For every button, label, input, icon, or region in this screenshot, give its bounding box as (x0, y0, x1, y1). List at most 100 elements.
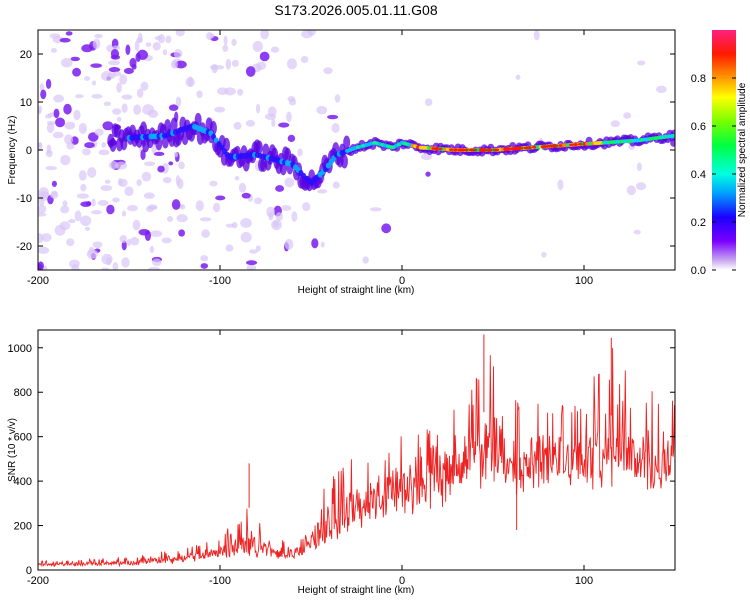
spectrogram-noise-blob (424, 98, 433, 106)
spectrogram-noise-blob (52, 131, 64, 139)
spectrogram-ridge-peak (577, 142, 583, 146)
spectrogram-noise-blob (636, 162, 642, 172)
spectrogram-noise-blob (278, 122, 290, 128)
spectrogram-noise-blob (147, 109, 159, 118)
spectrogram-noise-blob (200, 263, 209, 269)
spectrogram-noise-blob (43, 265, 48, 270)
spectrogram-noise-blob (166, 215, 174, 223)
snr-y-label: SNR (10 * v/v) (7, 418, 18, 482)
colorbar-gradient (712, 30, 736, 270)
spectrogram-noise-blob (98, 149, 110, 156)
spectrogram-ridge-peak (494, 148, 500, 152)
spectrogram-noise-blob (126, 238, 132, 247)
spectrogram-y-tick-label: 0 (26, 145, 32, 157)
snr-x-tick-label: -100 (209, 575, 231, 587)
spectrogram-noise-blob (145, 42, 152, 47)
spectrogram-noise-blob (90, 63, 103, 68)
spectrogram-ridge-peak (503, 147, 508, 151)
spectrogram-noise-blob (240, 218, 252, 228)
spectrogram-noise-blob (178, 161, 185, 170)
spectrogram-noise-blob (291, 211, 298, 222)
spectrogram-noise-blob (240, 231, 252, 243)
spectrogram-noise-blob (199, 217, 212, 222)
spectrogram-noise-blob (254, 197, 262, 205)
spectrogram-noise-blob (140, 149, 146, 161)
spectrogram-noise-blob (237, 88, 244, 96)
spectrogram-noise-blob (101, 253, 113, 265)
spectrogram-noise-blob (170, 60, 179, 69)
spectrogram-ridge-peak (573, 143, 578, 146)
spectrogram-noise-blob (260, 30, 270, 40)
spectrogram-noise-blob (215, 195, 226, 201)
spectrogram-noise-blob (112, 262, 119, 270)
spectrogram-noise-blob (91, 94, 103, 99)
spectrogram-noise-blob (66, 238, 75, 247)
spectrogram-ridge-peak (527, 146, 532, 149)
spectrogram-noise-blob (110, 49, 120, 59)
spectrogram-noise-blob (541, 251, 547, 258)
spectrogram-y-tick-label: -20 (16, 241, 32, 253)
spectrogram-ridge-peak (448, 148, 454, 152)
spectrogram-noise-blob (38, 204, 47, 214)
spectrogram-x-tick-label: 100 (575, 275, 593, 287)
spectrogram-noise-blob (231, 38, 237, 46)
spectrogram-noise-blob (141, 171, 152, 182)
spectrogram-noise-blob (112, 108, 122, 115)
spectrogram-noise-blob (245, 66, 256, 77)
spectrogram-noise-blob (74, 94, 84, 99)
spectrogram-noise-blob (60, 154, 71, 166)
spectrogram-noise-blob (144, 230, 152, 242)
spectrogram-ridge-halo (155, 136, 163, 151)
spectrogram-ridge-peak (464, 148, 469, 152)
spectrogram-noise-blob (331, 123, 340, 133)
spectrogram-noise-blob (45, 150, 53, 158)
spectrogram-noise-blob (134, 40, 140, 52)
spectrogram-noise-blob (300, 55, 309, 64)
colorbar-label: Normalized spectral amplitude (737, 82, 748, 217)
spectrogram-noise-blob (245, 120, 256, 127)
spectrogram-noise-blob (266, 206, 276, 218)
spectrogram-noise-blob (515, 74, 521, 80)
spectrogram-noise-blob (84, 142, 95, 149)
snr-frame (37, 329, 676, 571)
spectrogram-noise-blob (64, 121, 76, 130)
spectrogram-noise-blob (175, 175, 181, 186)
spectrogram-noise-blob (362, 256, 369, 264)
spectrogram-noise-blob (80, 215, 92, 226)
snr-notable-peaks (248, 334, 612, 530)
spectrogram-x-ticks: -200 -100 0 100 (27, 30, 593, 287)
figure-title: S173.2026.005.01.11.G08 (274, 2, 437, 18)
spectrogram-noise-blob (157, 165, 165, 173)
spectrogram-noise-blob (297, 148, 303, 157)
spectrogram-noise-blob (238, 182, 247, 193)
spectrogram-noise-blob (112, 71, 122, 77)
spectrogram-noise-blob (143, 192, 155, 199)
spectrogram-ridge-halo (170, 117, 178, 132)
spectrogram-noise-blob (286, 58, 297, 70)
spectrogram-noise-blob (60, 205, 70, 214)
spectrogram-noise-blob (78, 170, 87, 181)
spectrogram-noise-blob (83, 76, 91, 81)
spectrogram-noise-blob (65, 31, 73, 36)
spectrogram-noise-blob (264, 113, 277, 120)
spectrogram-noise-blob (369, 207, 382, 212)
spectrogram-noise-blob (178, 229, 186, 237)
spectrogram-noise-blob (233, 121, 242, 130)
spectrogram-noise-blob (327, 114, 339, 120)
spectrogram-noise-blob (316, 105, 328, 115)
spectrogram-noise-blob (104, 179, 111, 184)
spectrogram-noise-blob (425, 171, 431, 177)
spectrogram-noise-blob (320, 241, 325, 248)
spectrogram-noise-blob (38, 212, 47, 217)
spectrogram-noise-blob (301, 30, 313, 39)
spectrogram-noise-blob (256, 61, 267, 70)
spectrogram-noise-blob (80, 201, 92, 207)
spectrogram-noise-blob (92, 38, 101, 50)
spectrogram-noise-blob (162, 49, 168, 56)
spectrogram-noise-blob (633, 229, 641, 235)
spectrogram-noise-blob (259, 51, 270, 62)
spectrogram-noise-blob (116, 82, 122, 93)
colorbar-tick-label: 0.4 (691, 169, 706, 181)
spectrogram-noise-blob (151, 143, 157, 154)
spectrogram-noise-blob (246, 264, 257, 270)
